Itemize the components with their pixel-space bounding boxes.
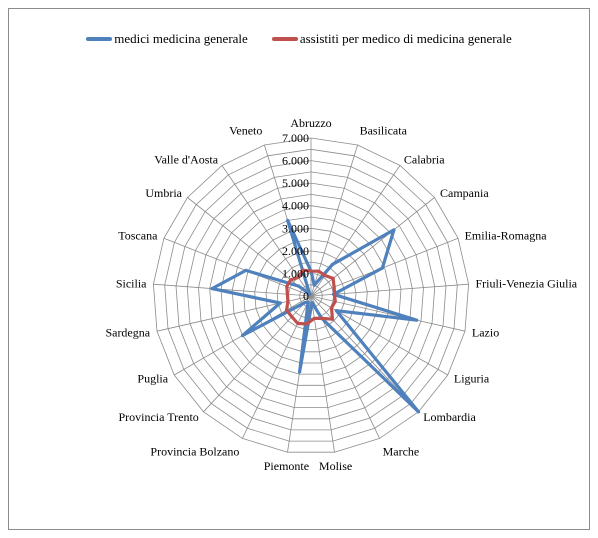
data-point xyxy=(289,278,293,282)
data-point xyxy=(296,321,300,326)
legend-label-assistiti: assistiti per medico di medicina general… xyxy=(299,31,512,46)
radial-tick-label: 2.000 xyxy=(282,244,309,258)
spoke xyxy=(221,165,312,297)
data-point xyxy=(285,308,289,312)
data-point xyxy=(416,410,421,414)
category-label: Campania xyxy=(440,186,489,200)
category-label: Veneto xyxy=(229,123,262,137)
data-point xyxy=(333,299,337,304)
data-point xyxy=(285,292,289,296)
category-label: Provincia Trento xyxy=(118,410,198,424)
radial-tick-label: 6.000 xyxy=(282,154,309,168)
data-point xyxy=(309,269,313,273)
category-label: Emilia-Romagna xyxy=(465,229,548,243)
data-point xyxy=(392,228,396,232)
radial-tick-label: 0 xyxy=(303,289,309,303)
data-point xyxy=(306,300,310,304)
data-point xyxy=(285,284,289,289)
data-point xyxy=(330,317,335,321)
data-point xyxy=(301,268,305,272)
radial-tick-label: 3.000 xyxy=(282,221,309,235)
data-point xyxy=(317,269,321,273)
data-point xyxy=(310,301,314,305)
grid-ring xyxy=(265,250,357,342)
grid-ring xyxy=(198,182,424,409)
category-label: Lazio xyxy=(472,326,499,340)
spoke xyxy=(310,295,335,453)
radial-tick-label: 5.000 xyxy=(282,176,309,190)
grid-ring xyxy=(152,137,470,453)
spoke xyxy=(203,295,312,413)
grid-ring xyxy=(186,171,436,420)
category-label: Friuli-Venezia Giulia xyxy=(476,277,578,291)
category-label: Sardegna xyxy=(105,326,150,340)
grid-ring xyxy=(175,160,447,431)
data-point xyxy=(296,275,300,279)
series-line-0 xyxy=(210,218,421,414)
data-point xyxy=(320,316,324,320)
data-point xyxy=(331,276,335,280)
data-point xyxy=(334,309,338,313)
data-point xyxy=(331,262,335,266)
category-label: Basilicata xyxy=(360,123,408,137)
data-point xyxy=(303,301,307,305)
category-label: Toscana xyxy=(118,229,158,243)
data-point xyxy=(308,292,312,296)
data-point xyxy=(286,299,290,303)
category-label: Valle d'Aosta xyxy=(154,153,218,167)
category-label: Puglia xyxy=(137,372,168,386)
data-point xyxy=(241,333,245,338)
grid-ring xyxy=(209,193,413,397)
radial-tick-label: 1.000 xyxy=(282,266,309,280)
data-point xyxy=(323,273,327,278)
data-point xyxy=(210,287,214,291)
data-point xyxy=(329,306,334,310)
grid-ring xyxy=(254,239,368,353)
radial-tick-label: 7.000 xyxy=(282,131,309,145)
legend: medici medicina generale assistiti per m… xyxy=(0,30,598,48)
legend-swatch-assistiti xyxy=(271,37,298,41)
grid-ring xyxy=(231,216,391,375)
spoke xyxy=(310,295,449,376)
spoke xyxy=(310,197,435,297)
legend-swatch-medici xyxy=(86,37,113,41)
data-point xyxy=(290,315,294,319)
data-point xyxy=(312,316,316,320)
data-point xyxy=(380,266,384,270)
category-label: Marche xyxy=(383,445,420,459)
spoke xyxy=(310,144,358,297)
category-label: Abruzzo xyxy=(290,116,331,130)
category-label: Lombardia xyxy=(423,410,476,424)
category-label: Umbria xyxy=(145,186,182,200)
spoke xyxy=(153,283,312,297)
legend-entry-medici: medici medicina generale xyxy=(86,30,248,48)
series-line-1 xyxy=(285,268,337,326)
data-point xyxy=(244,268,248,272)
radial-tick-label: 4.000 xyxy=(282,199,309,213)
data-point xyxy=(298,370,302,374)
category-label: Sicilia xyxy=(116,277,147,291)
data-point xyxy=(305,322,309,326)
grid-ring xyxy=(164,148,458,442)
data-point xyxy=(332,285,336,289)
data-point xyxy=(312,283,316,287)
grid-ring xyxy=(243,227,379,364)
data-point xyxy=(286,218,290,223)
grid-ring xyxy=(276,261,346,330)
category-label: Piemonte xyxy=(264,459,309,473)
spoke xyxy=(156,295,312,332)
legend-entry-assistiti: assistiti per medico di medicina general… xyxy=(271,30,512,48)
data-point xyxy=(297,284,301,288)
category-label: Calabria xyxy=(404,153,445,167)
category-label: Molise xyxy=(319,459,352,473)
chart-frame xyxy=(8,8,590,530)
data-point xyxy=(278,301,282,305)
category-label: Liguria xyxy=(454,372,490,386)
spoke xyxy=(242,295,312,439)
data-point xyxy=(333,292,337,296)
data-point xyxy=(415,318,419,322)
category-label: Provincia Bolzano xyxy=(150,445,239,459)
legend-label-medici: medici medicina generale xyxy=(114,31,248,46)
